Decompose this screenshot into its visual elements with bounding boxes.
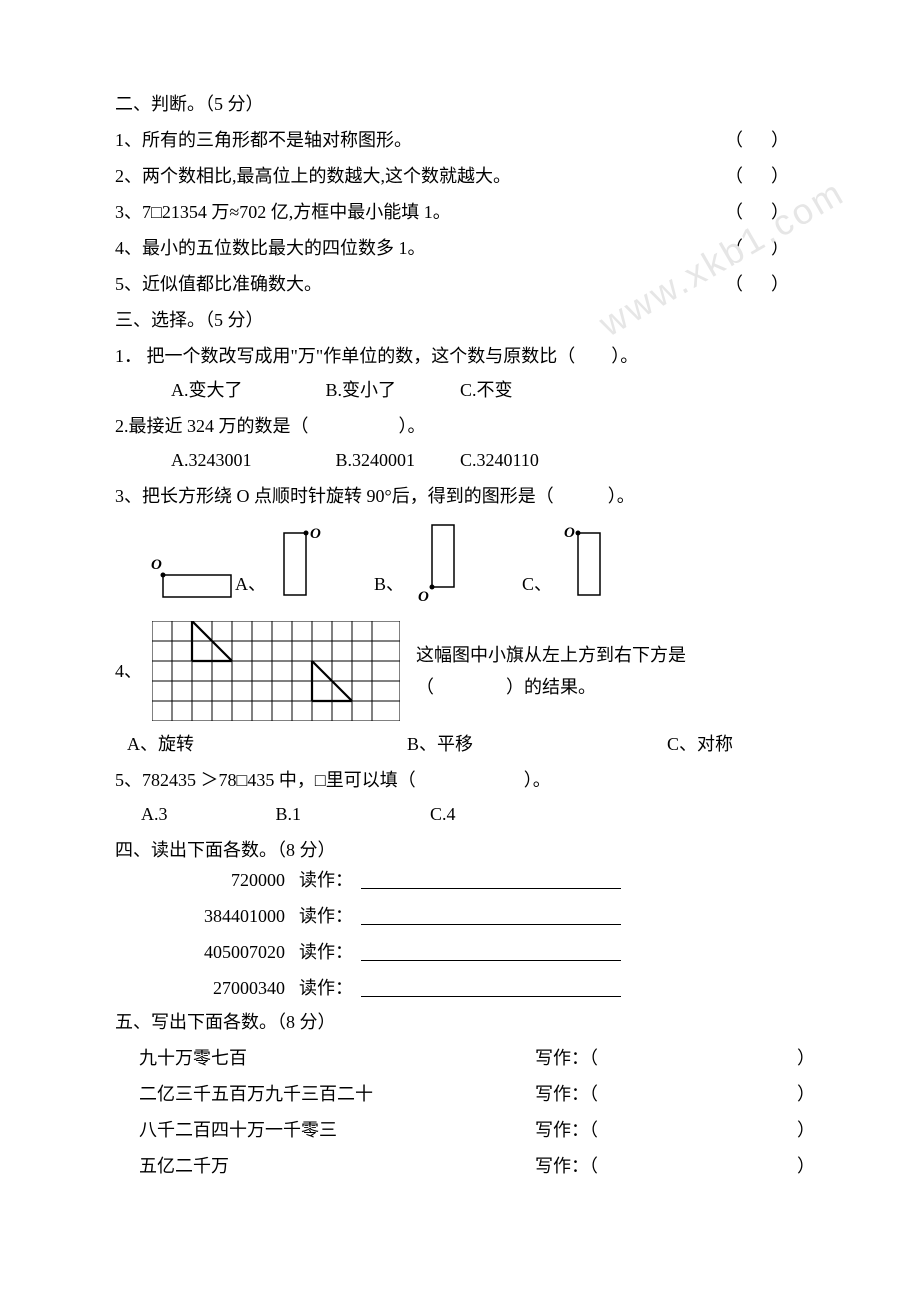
s3-q4-text-line1: 这幅图中小旗从左上方到右下方是	[416, 646, 686, 664]
s2-item-2: 2、两个数相比,最高位上的数越大,这个数就越大。 （）	[115, 167, 815, 185]
s5-row-3: 八千二百四十万一千零三 写作：（）	[115, 1121, 815, 1139]
answer-line[interactable]	[361, 905, 621, 925]
write-answer[interactable]: 写作：（）	[535, 1157, 815, 1175]
option-b[interactable]: B.3240001	[336, 451, 456, 469]
read-label: 读作：	[299, 871, 353, 889]
s2-q4-text: 4、最小的五位数比最大的四位数多 1。	[115, 239, 725, 257]
read-label: 读作：	[299, 907, 353, 925]
s4-row-3: 405007020 读作：	[115, 941, 815, 961]
s5-q1: 九十万零七百	[139, 1049, 535, 1067]
svg-text:O: O	[310, 526, 321, 542]
s3-q4-text-line2: （ ）的结果。	[416, 678, 686, 696]
s3-q2-options: A.3243001 B.3240001 C.3240110	[115, 451, 815, 469]
q4-grid-figure	[152, 621, 400, 721]
s3-q2-text: 2.最接近 324 万的数是（ ）。	[115, 417, 815, 435]
s3-q1-text: 1． 把一个数改写成用"万"作单位的数，这个数与原数比（ ）。	[115, 347, 815, 365]
s3-q4-row: 4、	[115, 621, 815, 721]
section-4-title: 四、读出下面各数。（8 分）	[115, 841, 815, 859]
s4-num-1: 720000	[155, 871, 285, 889]
option-a[interactable]: A.变大了	[171, 381, 321, 399]
s3-q3-text: 3、把长方形绕 O 点顺时针旋转 90°后，得到的图形是（ ）。	[115, 487, 815, 505]
s2-item-3: 3、7□21354 万≈702 亿,方框中最小能填 1。 （）	[115, 203, 815, 221]
answer-paren[interactable]: （）	[725, 203, 815, 221]
s2-q3-text: 3、7□21354 万≈702 亿,方框中最小能填 1。	[115, 203, 725, 221]
option-b[interactable]: B、平移	[407, 735, 667, 753]
option-a[interactable]: A.3243001	[171, 451, 331, 469]
s4-num-3: 405007020	[155, 943, 285, 961]
answer-paren[interactable]: （）	[725, 275, 815, 293]
s2-item-4: 4、最小的五位数比最大的四位数多 1。 （）	[115, 239, 815, 257]
s4-num-2: 384401000	[155, 907, 285, 925]
q3-option-c[interactable]: O	[560, 525, 620, 603]
svg-text:O: O	[151, 557, 162, 573]
s5-q4: 五亿二千万	[139, 1157, 535, 1175]
answer-paren[interactable]: （）	[725, 239, 815, 257]
option-a[interactable]: A.3	[141, 805, 271, 823]
s4-row-2: 384401000 读作：	[115, 905, 815, 925]
read-label: 读作：	[299, 979, 353, 997]
option-c[interactable]: C.4	[430, 805, 456, 823]
write-answer[interactable]: 写作：（）	[535, 1121, 815, 1139]
s5-q3: 八千二百四十万一千零三	[139, 1121, 535, 1139]
option-b[interactable]: B.变小了	[326, 381, 456, 399]
s3-q4-options: A、旋转 B、平移 C、对称	[115, 735, 815, 753]
write-answer[interactable]: 写作：（）	[535, 1085, 815, 1103]
s2-q2-text: 2、两个数相比,最高位上的数越大,这个数就越大。	[115, 167, 725, 185]
s3-q5-options: A.3 B.1 C.4	[115, 805, 815, 823]
write-answer[interactable]: 写作：（）	[535, 1049, 815, 1067]
option-b-label[interactable]: B、	[374, 575, 404, 593]
option-a[interactable]: A、旋转	[127, 735, 407, 753]
option-c[interactable]: C.3240110	[460, 451, 539, 469]
s2-q5-text: 5、近似值都比准确数大。	[115, 275, 725, 293]
s2-item-5: 5、近似值都比准确数大。 （）	[115, 275, 815, 293]
q3-original: O	[115, 553, 235, 603]
answer-paren[interactable]: （）	[725, 167, 815, 185]
s4-row-4: 27000340 读作：	[115, 977, 815, 997]
answer-line[interactable]	[361, 977, 621, 997]
option-c[interactable]: C.不变	[460, 381, 513, 399]
option-c[interactable]: C、对称	[667, 735, 733, 753]
s5-row-4: 五亿二千万 写作：（）	[115, 1157, 815, 1175]
svg-text:O: O	[418, 589, 429, 603]
option-b[interactable]: B.1	[276, 805, 426, 823]
s4-num-4: 27000340	[155, 979, 285, 997]
section-2-title: 二、判断。（5 分）	[115, 95, 815, 113]
answer-paren[interactable]: （）	[725, 131, 815, 149]
s4-row-1: 720000 读作：	[115, 869, 815, 889]
q3-option-b[interactable]: O	[412, 521, 472, 603]
read-label: 读作：	[299, 943, 353, 961]
s2-q1-text: 1、所有的三角形都不是轴对称图形。	[115, 131, 725, 149]
option-a-label[interactable]: A、	[235, 575, 266, 593]
q3-option-a[interactable]: O	[274, 525, 334, 603]
s5-row-2: 二亿三千五百万九千三百二十 写作：（）	[115, 1085, 815, 1103]
section-5-title: 五、写出下面各数。（8 分）	[115, 1013, 815, 1031]
s3-q1-options: A.变大了 B.变小了 C.不变	[115, 381, 815, 399]
answer-line[interactable]	[361, 869, 621, 889]
svg-text:O: O	[564, 525, 575, 541]
section-3-title: 三、选择。（5 分）	[115, 311, 815, 329]
s5-row-1: 九十万零七百 写作：（）	[115, 1049, 815, 1067]
s5-q2: 二亿三千五百万九千三百二十	[139, 1085, 535, 1103]
option-c-label[interactable]: C、	[522, 575, 552, 593]
answer-line[interactable]	[361, 941, 621, 961]
s2-item-1: 1、所有的三角形都不是轴对称图形。 （）	[115, 131, 815, 149]
s3-q5-text: 5、782435 ＞78□435 中，□里可以填（ ）。	[115, 771, 815, 789]
s3-q4-prefix: 4、	[115, 662, 142, 680]
s3-q3-figures: O A、 O B、 O C、 O	[115, 521, 815, 603]
